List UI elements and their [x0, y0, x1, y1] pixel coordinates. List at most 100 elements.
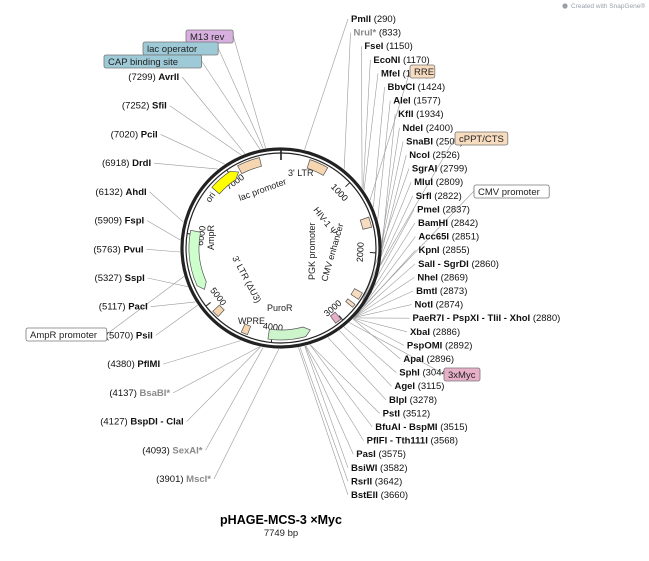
enzyme-label: (5327) SspI — [95, 273, 145, 284]
outer-feature: AmpR promoter — [25, 327, 108, 342]
enzyme-label: (4380) PflMI — [107, 359, 160, 370]
enzyme-label: NruI* (833) — [354, 28, 402, 39]
enzyme-leader-line — [149, 191, 184, 223]
enzyme-leader-line — [147, 277, 188, 287]
enzyme-label: BstEII (3660) — [351, 490, 408, 501]
enzyme-position: (7252) — [122, 101, 149, 112]
feature-label: RRE — [414, 67, 434, 78]
outer-feature: CAP binding site — [103, 54, 202, 69]
enzyme-leader-line — [172, 346, 260, 394]
enzyme-leader-line — [353, 317, 408, 333]
enzyme-name: SgrAI — [412, 164, 437, 175]
enzyme-label: (5070) PsiI — [106, 330, 153, 341]
enzyme-name: BfuAI - BspMI — [375, 422, 437, 433]
enzyme-position: (2892) — [445, 340, 472, 351]
enzyme-label: (4137) BsaBI* — [109, 388, 170, 399]
enzyme-label: SphI (3044) — [399, 368, 450, 379]
enzyme-position: (4093) — [142, 445, 169, 456]
feature-puror — [267, 326, 311, 341]
enzyme-label: RsrII (3642) — [351, 476, 402, 487]
enzyme-position: (1170) — [403, 55, 430, 66]
enzyme-name: Acc65I — [418, 232, 449, 243]
feature-leader-line — [217, 47, 264, 149]
enzyme-leader-line — [356, 195, 414, 315]
enzyme-leader-line — [305, 345, 354, 455]
feature-leader-line — [363, 190, 475, 307]
tick-mark — [205, 302, 211, 307]
enzyme-name: AvrII — [158, 72, 179, 83]
feature-leader-line — [232, 35, 266, 149]
feature-leader-line — [380, 137, 456, 266]
enzyme-name: BsaBI* — [140, 388, 171, 399]
enzyme-position: (2822) — [434, 191, 461, 202]
enzyme-position: (2896) — [427, 354, 454, 365]
enzyme-label: NotI (2874) — [415, 300, 464, 311]
feature-box — [473, 184, 550, 199]
enzyme-position: (3515) — [440, 422, 467, 433]
enzyme-position: (2809) — [436, 177, 463, 188]
label-pgk-promoter: PGK promoter — [307, 222, 317, 280]
feature-box — [454, 131, 509, 146]
enzyme-label: BfuAI - BspMI (3515) — [375, 422, 467, 433]
enzyme-name: PvuI — [123, 244, 143, 255]
feature-box — [103, 54, 202, 69]
feature-lac-promoter — [237, 157, 262, 175]
enzyme-label: (4127) BspDI - ClaI — [100, 417, 183, 428]
tick-label: 4000 — [262, 321, 283, 333]
enzyme-name: NcoI — [409, 150, 430, 161]
enzyme-name: BsiWI — [351, 463, 377, 474]
feature-label: AmpR promoter — [30, 330, 97, 341]
outer-feature: CMV promoter — [473, 184, 550, 199]
enzyme-position: (3901) — [156, 474, 183, 485]
feature-cmv — [345, 298, 356, 308]
enzyme-name: PflMI — [137, 359, 160, 370]
enzyme-position: (3575) — [378, 449, 405, 460]
enzyme-leader-line — [309, 344, 373, 428]
enzyme-label: NcoI (2526) — [409, 150, 460, 161]
enzyme-name: XbaI — [410, 327, 430, 338]
enzyme-leader-line — [155, 304, 198, 336]
outer-feature: M13 rev — [185, 29, 234, 44]
enzyme-name: AhdI — [126, 187, 147, 198]
outer-feature: 3xMyc — [443, 367, 481, 382]
enzyme-label: AgeI (3115) — [394, 381, 444, 392]
snapgene-credit: Created with SnapGene® — [562, 2, 645, 10]
enzyme-position: (2506) — [436, 136, 463, 147]
enzyme-label: SnaBI (2506) — [406, 136, 463, 147]
enzyme-label: BlpI (3278) — [389, 395, 437, 406]
feature-3ltr-bottom — [240, 323, 252, 336]
enzyme-name: BamHI — [418, 218, 448, 229]
enzyme-label: NheI (2869) — [417, 272, 468, 283]
enzyme-leader-line — [205, 347, 264, 451]
enzyme-leader-line — [186, 346, 261, 422]
enzyme-position: (3115) — [418, 381, 445, 392]
enzyme-position: (290) — [374, 14, 396, 25]
enzyme-position: (3044) — [422, 368, 449, 379]
enzyme-position: (5070) — [106, 330, 133, 341]
enzyme-position: (5327) — [95, 273, 122, 284]
feature-label: CMV promoter — [478, 187, 540, 198]
enzyme-leader-line — [354, 304, 412, 318]
enzyme-leader-line — [353, 318, 405, 346]
enzyme-leader-line — [355, 236, 416, 317]
enzyme-name: NruI* — [354, 28, 377, 39]
snapgene-logo-icon — [562, 3, 568, 9]
outer-feature: lac operator — [142, 41, 219, 56]
tick-label: 2000 — [355, 242, 366, 263]
enzyme-name: PaeR7I - PspXI - TliI - XhoI — [412, 313, 530, 324]
feature-ampr — [188, 229, 207, 290]
enzyme-leader-line — [304, 346, 349, 468]
feature-ori — [211, 170, 240, 195]
feature-leader-line — [369, 70, 411, 201]
enzyme-name: MfeI — [381, 68, 400, 79]
enzyme-leader-line — [373, 86, 385, 208]
enzyme-position: (7020) — [111, 129, 138, 140]
enzyme-name: MluI — [414, 177, 433, 188]
enzyme-leader-line — [339, 330, 392, 387]
enzyme-leader-line — [363, 73, 379, 191]
enzyme-name: PsiI — [136, 330, 153, 341]
enzyme-leader-line — [163, 340, 241, 365]
enzyme-leader-line — [343, 32, 351, 170]
label-ori: ori — [203, 190, 217, 204]
